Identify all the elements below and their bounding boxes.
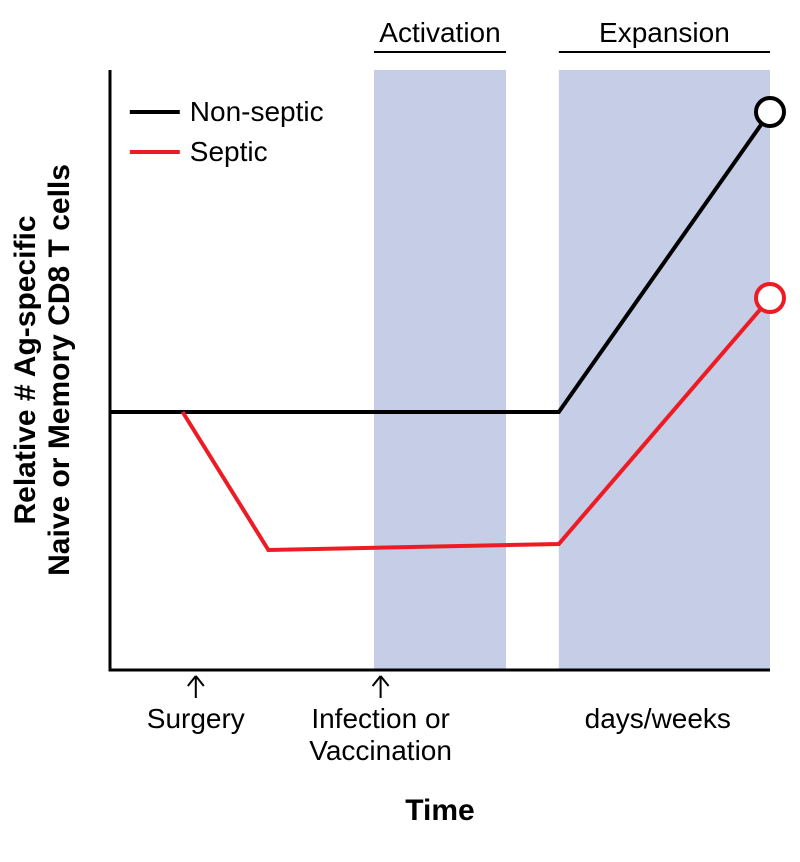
x-arrow-head: [196, 676, 204, 686]
phase-label-expansion: Expansion: [599, 17, 730, 48]
legend-label-non-septic: Non-septic: [190, 96, 324, 127]
y-axis-label: Relative # Ag-specificNaive or Memory CD…: [9, 164, 76, 576]
x-axis-label: Time: [405, 794, 474, 827]
chart-container: Activation Expansion Surgery Infection orVa…: [0, 0, 800, 862]
x-sub-label: days/weeks: [585, 703, 731, 734]
x-arrow-head: [381, 676, 389, 686]
x-annotation-label: Vaccination: [309, 735, 452, 766]
x-annotation-label: Surgery: [147, 703, 245, 734]
x-arrow-head: [188, 676, 196, 686]
phase-band-activation: [374, 70, 506, 670]
legend-label-septic: Septic: [190, 136, 268, 167]
phase-label-activation: Activation: [379, 17, 500, 48]
x-annotation-label: Infection or: [311, 703, 450, 734]
line-chart: Activation Expansion Surgery Infection orVa…: [0, 0, 800, 862]
x-arrow-head: [373, 676, 381, 686]
end-marker-non-septic: [756, 98, 784, 126]
end-marker-septic: [756, 284, 784, 312]
